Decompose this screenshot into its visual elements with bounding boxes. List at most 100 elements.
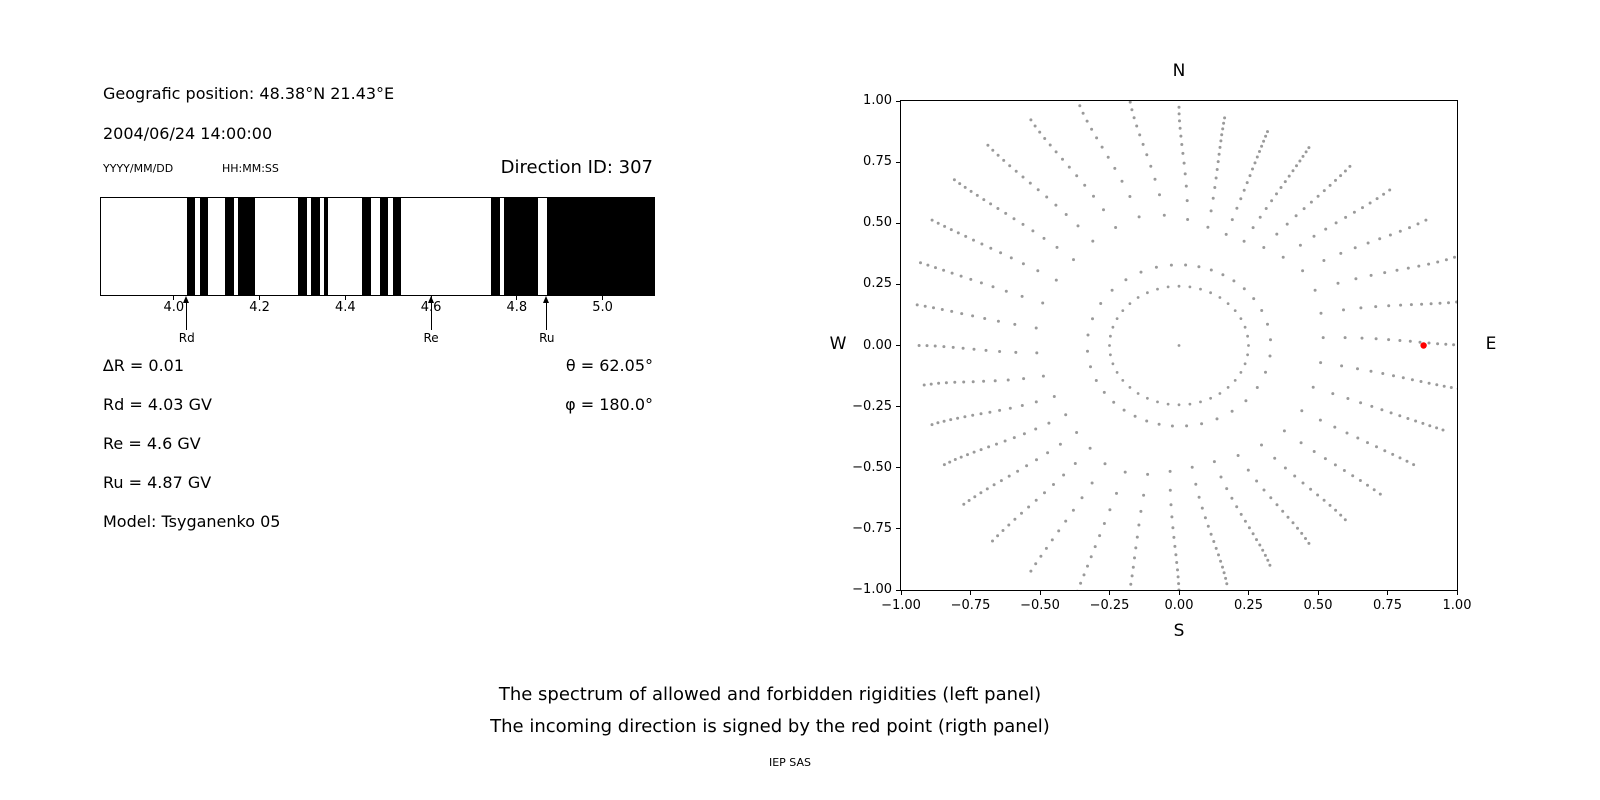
spoke-dot: [961, 346, 965, 350]
allowed-rigidity-band: [323, 198, 329, 295]
spoke-dot: [1374, 337, 1378, 341]
spoke-dot: [1197, 265, 1201, 269]
spoke-dot: [919, 261, 922, 265]
compass-east: E: [1485, 334, 1497, 354]
spoke-dot: [1175, 561, 1179, 564]
spoke-dot: [1322, 498, 1326, 502]
spoke-dot: [1286, 515, 1290, 519]
spoke-dot: [1129, 582, 1133, 586]
spoke-dot: [1279, 186, 1283, 189]
spoke-dot: [1260, 443, 1263, 447]
direction-x-tick-label: −0.50: [1020, 598, 1060, 613]
compass-north: N: [1172, 61, 1186, 81]
direction-y-tick-label: 0.50: [863, 215, 892, 231]
cutoff-arrow-ru: [546, 302, 548, 330]
spoke-dot: [975, 193, 979, 197]
spoke-dot: [1251, 226, 1255, 230]
spoke-dot: [959, 455, 963, 459]
spoke-dot: [944, 381, 948, 385]
spoke-dot: [1236, 454, 1240, 457]
spoke-dot: [1075, 431, 1079, 434]
spoke-dot: [971, 413, 975, 417]
spoke-dot: [1268, 563, 1272, 567]
spoke-dot: [1358, 479, 1362, 482]
allowed-rigidity-band: [298, 198, 307, 295]
ring-dot: [1177, 284, 1181, 288]
spoke-dot: [1219, 559, 1223, 563]
spoke-dot: [1287, 174, 1291, 178]
ring-dot: [1128, 302, 1132, 305]
spoke-dot: [1139, 509, 1143, 513]
spoke-dot: [1336, 281, 1340, 285]
direction-x-tick-label: −0.25: [1089, 598, 1130, 613]
direction-y-tick: [896, 161, 900, 163]
spoke-dot: [1322, 189, 1326, 193]
spoke-dot: [1220, 133, 1224, 137]
spoke-dot: [1374, 305, 1378, 309]
spoke-dot: [992, 483, 996, 487]
spoke-dot: [1114, 226, 1118, 229]
ring-dot: [1233, 309, 1237, 312]
spoke-dot: [1078, 104, 1082, 108]
spoke-dot: [1324, 227, 1328, 231]
delta-r-value: ∆R = 0.01: [103, 356, 185, 375]
spoke-dot: [1410, 378, 1414, 382]
ring-dot: [1156, 400, 1159, 404]
spoke-dot: [1246, 468, 1250, 472]
direction-id: Direction ID: 307: [500, 157, 653, 178]
spoke-dot: [1090, 127, 1094, 131]
spoke-dot: [1242, 239, 1246, 243]
ring-dot: [1115, 317, 1119, 320]
spoke-dot: [988, 410, 992, 414]
spoke-dot: [1142, 493, 1146, 497]
spoke-dot: [964, 234, 968, 238]
spoke-dot: [1230, 496, 1234, 500]
geographic-position: Geografic position: 48.38°N 21.43°E: [103, 84, 395, 103]
spoke-dot: [1047, 421, 1051, 425]
spoke-dot: [1313, 288, 1317, 292]
spoke-dot: [1343, 518, 1347, 522]
spoke-dot: [1399, 303, 1403, 307]
direction-y-tick-label: −0.75: [852, 520, 892, 536]
spoke-dot: [1269, 338, 1272, 342]
spoke-dot: [1134, 546, 1138, 550]
spoke-dot: [1268, 354, 1272, 358]
spoke-dot: [1264, 370, 1267, 374]
cutoff-marker-label-re: Re: [423, 331, 439, 345]
spoke-dot: [1177, 105, 1181, 109]
spoke-dot: [1045, 195, 1049, 199]
spoke-dot: [1197, 495, 1201, 499]
spoke-dot: [1302, 207, 1306, 211]
spoke-dot: [1348, 164, 1352, 168]
spoke-dot: [942, 463, 946, 467]
rigidity-x-tick: [516, 296, 518, 300]
spoke-dot: [1383, 271, 1387, 275]
allowed-rigidity-band: [546, 198, 654, 295]
spoke-dot: [1331, 392, 1335, 396]
spoke-dot: [1370, 404, 1374, 408]
ring-dot: [1243, 325, 1247, 329]
spoke-dot: [1301, 481, 1305, 485]
spoke-dot: [1102, 390, 1106, 394]
spoke-dot: [936, 221, 940, 225]
spoke-dot: [1395, 268, 1399, 272]
spoke-dot: [1248, 174, 1252, 178]
spoke-dot: [1064, 413, 1068, 417]
direction-x-tick: [970, 591, 971, 595]
ring-dot: [1209, 396, 1212, 400]
direction-x-tick: [1039, 591, 1041, 595]
spoke-dot: [1020, 294, 1024, 298]
ring-dot: [1111, 325, 1115, 329]
spoke-dot: [1028, 181, 1032, 185]
spoke-dot: [932, 306, 935, 310]
spoke-dot: [1372, 488, 1376, 492]
spoke-dot: [1435, 383, 1439, 387]
spoke-dot: [1247, 526, 1251, 530]
ring-dot: [1109, 353, 1112, 357]
allowed-rigidity-band: [199, 198, 209, 295]
spoke-dot: [1091, 239, 1095, 243]
spoke-dot: [1298, 243, 1302, 247]
spoke-dot: [1093, 545, 1097, 549]
spoke-dot: [949, 418, 953, 422]
